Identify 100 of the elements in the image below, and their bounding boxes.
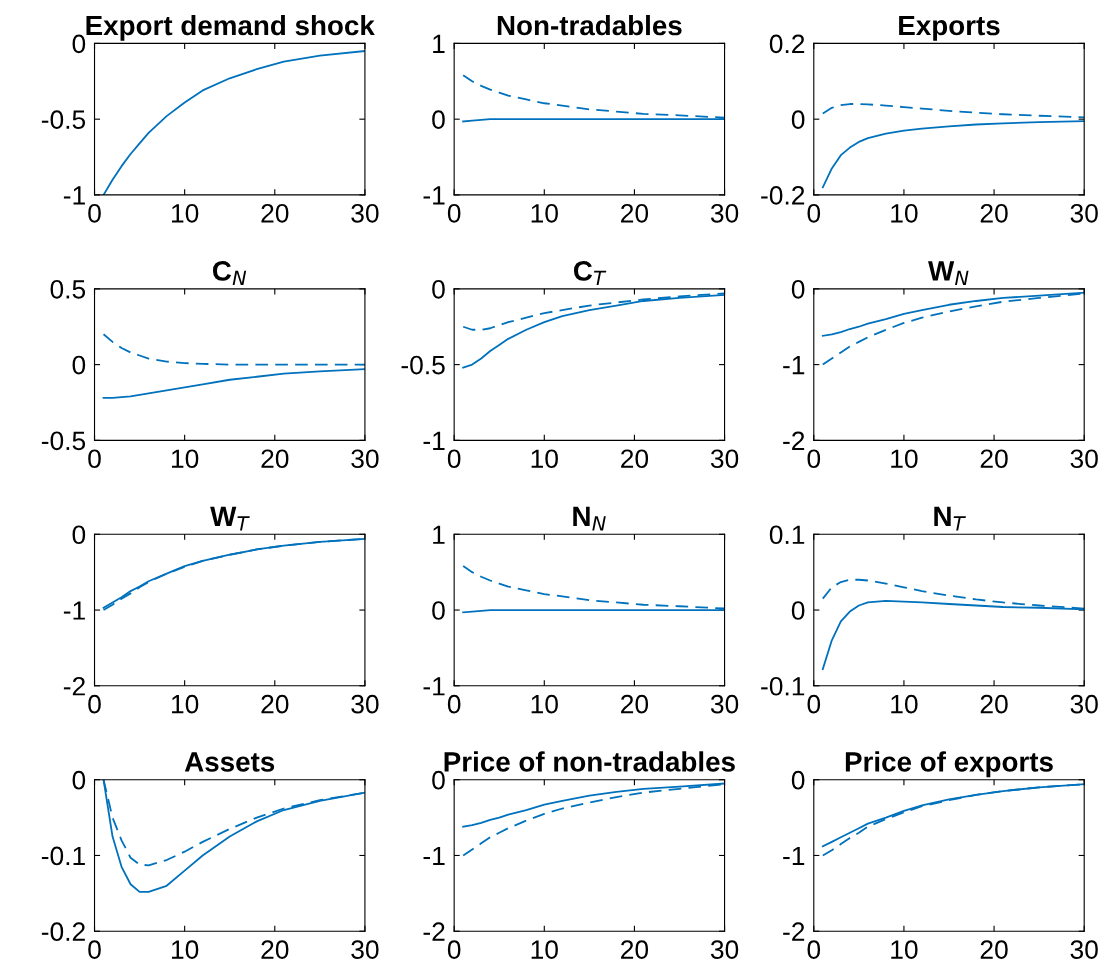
x-tick-label: 20: [980, 203, 1008, 223]
y-tick-label: 0: [432, 279, 445, 299]
chart-title: Exports: [899, 15, 1000, 41]
x-tick-label: 0: [447, 203, 461, 223]
chart-title: C$_{T}$: [573, 261, 607, 286]
y-tick-label: -0.2: [41, 922, 85, 942]
chart-title: N$_{T}$: [934, 506, 966, 531]
y-tick-label: 0: [791, 279, 805, 299]
x-tick-label: 30: [351, 694, 379, 714]
x-tick-label: 20: [261, 940, 289, 959]
x-tick-label: 20: [621, 203, 649, 223]
x-tick-label: 0: [807, 449, 821, 469]
y-tick-label: -0.1: [41, 846, 85, 866]
x-tick-label: 30: [710, 694, 739, 714]
chart-title: C$_{N}$: [212, 261, 247, 286]
x-tick-label: 10: [171, 203, 199, 223]
x-tick-label: 20: [980, 694, 1008, 714]
x-tick-label: 20: [621, 449, 649, 469]
y-tick-label: -0.5: [41, 110, 86, 129]
y-tick-label: 0: [791, 110, 805, 129]
chart-title: Export demand shock: [86, 14, 375, 41]
x-tick-label: 30: [1070, 694, 1098, 714]
x-tick-label: 0: [88, 203, 101, 223]
y-tick-label: -1: [423, 846, 445, 866]
y-tick-label: 0: [72, 770, 86, 790]
y-tick-label: -2: [63, 676, 85, 696]
y-tick-label: -2: [783, 922, 805, 941]
y-tick-label: 0.5: [50, 279, 86, 299]
x-tick-label: 20: [261, 449, 289, 469]
y-tick-label: 0: [72, 34, 86, 54]
y-tick-label: 0: [791, 601, 805, 620]
x-tick-label: 30: [351, 203, 379, 223]
x-tick-label: 10: [171, 940, 199, 959]
y-tick-label: -0.2: [761, 186, 805, 205]
y-tick-label: 0: [432, 770, 445, 790]
y-tick-label: 0: [72, 525, 86, 545]
y-tick-label: 0.2: [769, 34, 805, 54]
x-tick-label: 10: [891, 694, 918, 714]
y-tick-label: -2: [783, 431, 805, 450]
x-tick-label: 0: [807, 203, 821, 223]
x-tick-label: 0: [807, 940, 821, 959]
x-tick-label: 10: [531, 694, 558, 714]
y-tick-label: 0: [72, 355, 86, 375]
chart-title: Price of non-tradables: [444, 751, 735, 772]
chart-title: W$_{N}$: [928, 261, 969, 286]
x-tick-label: 0: [88, 449, 101, 469]
y-tick-label: 0.1: [769, 525, 805, 545]
y-tick-label: -1: [423, 186, 445, 205]
y-tick-label: 0: [432, 110, 445, 129]
x-tick-label: 0: [88, 694, 101, 714]
x-tick-label: 30: [1070, 203, 1098, 223]
line-series: [821, 103, 1085, 119]
x-tick-label: 0: [447, 694, 461, 714]
line-series: [102, 368, 365, 399]
x-tick-label: 20: [980, 940, 1008, 959]
chart-title: Non-tradables: [497, 14, 682, 36]
x-tick-label: 20: [261, 203, 289, 223]
x-tick-label: 10: [531, 940, 558, 959]
x-tick-label: 20: [261, 694, 289, 714]
x-tick-label: 30: [1070, 940, 1098, 959]
x-tick-label: 0: [447, 449, 461, 469]
y-tick-label: 1: [433, 525, 445, 544]
x-tick-label: 0: [807, 694, 821, 714]
x-tick-label: 0: [88, 940, 101, 959]
y-tick-label: -1: [63, 601, 85, 620]
chart-title: W$_{T}$: [210, 506, 250, 531]
x-tick-label: 20: [621, 940, 649, 959]
y-tick-label: 0: [791, 770, 805, 790]
x-tick-label: 30: [710, 203, 739, 223]
y-tick-label: 0: [432, 601, 445, 620]
x-tick-label: 20: [621, 694, 649, 714]
y-tick-label: -1: [423, 431, 445, 450]
x-tick-label: 10: [891, 940, 918, 959]
y-tick-label: -2: [423, 922, 445, 941]
y-tick-label: 1: [433, 34, 445, 53]
x-tick-label: 10: [891, 203, 918, 223]
line-series: [102, 333, 365, 366]
y-tick-label: -1: [63, 186, 85, 205]
x-tick-label: 30: [351, 449, 379, 469]
x-tick-label: 10: [171, 449, 199, 469]
x-tick-label: 10: [171, 694, 199, 714]
x-tick-label: 10: [891, 449, 918, 469]
y-tick-label: -0.1: [761, 676, 805, 696]
x-tick-label: 10: [531, 203, 558, 223]
x-tick-label: 30: [710, 940, 739, 959]
line-series: [102, 50, 365, 195]
chart-title: N$_{N}$: [573, 506, 606, 531]
x-tick-label: 30: [351, 940, 379, 959]
chart-title: Assets: [184, 752, 275, 772]
x-tick-label: 30: [1070, 449, 1098, 469]
chart-title: Price of exports: [845, 751, 1053, 778]
y-tick-label: -1: [423, 677, 445, 696]
y-tick-label: -0.5: [41, 431, 86, 451]
y-tick-label: -1: [783, 846, 805, 866]
x-tick-label: 30: [710, 449, 739, 469]
x-tick-label: 0: [447, 940, 461, 959]
line-series: [821, 120, 1085, 189]
x-tick-label: 20: [980, 449, 1008, 469]
y-tick-label: -0.5: [401, 355, 445, 375]
x-tick-label: 10: [531, 449, 558, 469]
